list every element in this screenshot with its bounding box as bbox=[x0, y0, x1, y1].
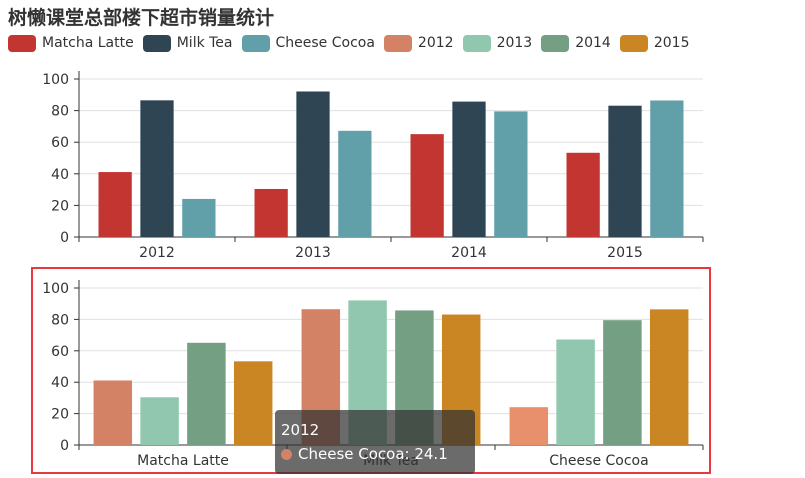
y-tick-label: 0 bbox=[60, 438, 69, 454]
bar-top-2013-milk-tea bbox=[296, 91, 330, 238]
bar-bottom-matcha-latte-2014 bbox=[187, 342, 226, 445]
legend-label: 2015 bbox=[653, 35, 690, 51]
legend-label: Matcha Latte bbox=[42, 35, 134, 51]
bar-top-2012-cheese-cocoa bbox=[182, 198, 216, 237]
y-tick-label: 100 bbox=[42, 281, 69, 297]
y-tick-label: 20 bbox=[51, 198, 69, 214]
legend-item-milk-tea[interactable]: Milk Tea bbox=[142, 32, 233, 54]
bar-bottom-cheese-cocoa-2012 bbox=[509, 407, 549, 445]
legend-label: Milk Tea bbox=[176, 35, 233, 51]
tooltip-dot bbox=[281, 449, 292, 460]
tooltip-series-label: Cheese Cocoa: 24.1 bbox=[298, 445, 448, 463]
legend-item-2012[interactable]: 2012 bbox=[383, 32, 454, 54]
legend-swatch bbox=[541, 34, 570, 52]
y-tick-label: 40 bbox=[51, 167, 69, 183]
bar-top-2014-cheese-cocoa bbox=[494, 111, 528, 237]
x-tick-label: Matcha Latte bbox=[137, 453, 229, 469]
legend-label: 2013 bbox=[496, 35, 533, 51]
legend-swatch bbox=[462, 34, 491, 52]
tooltip-row: Cheese Cocoa: 24.1 bbox=[281, 442, 469, 466]
bar-top-2015-milk-tea bbox=[608, 105, 642, 238]
legend-item-2015[interactable]: 2015 bbox=[619, 32, 690, 54]
y-tick-label: 0 bbox=[60, 230, 69, 246]
x-tick-label: 2015 bbox=[607, 245, 643, 261]
x-tick-label: 2012 bbox=[139, 245, 175, 261]
bar-top-2014-matcha-latte bbox=[410, 134, 444, 237]
legend-item-2014[interactable]: 2014 bbox=[541, 32, 611, 54]
bar-top-2013-cheese-cocoa bbox=[338, 130, 372, 237]
legend-label: 2012 bbox=[417, 35, 454, 51]
bar-bottom-matcha-latte-2012 bbox=[93, 380, 133, 445]
legend-item-cheese-cocoa[interactable]: Cheese Cocoa bbox=[241, 32, 375, 54]
y-tick-label: 80 bbox=[51, 312, 69, 328]
y-tick-label: 80 bbox=[51, 104, 69, 120]
legend-label: 2014 bbox=[575, 35, 611, 51]
bar-top-2013-matcha-latte bbox=[254, 188, 288, 237]
legend-item-2013[interactable]: 2013 bbox=[462, 32, 533, 54]
bar-top-2014-milk-tea bbox=[452, 101, 486, 238]
x-tick-label: 2014 bbox=[451, 245, 487, 261]
tooltip-title: 2012 bbox=[281, 421, 320, 439]
x-tick-label: 2013 bbox=[295, 245, 331, 261]
bar-top-2015-matcha-latte bbox=[566, 152, 600, 237]
bar-bottom-cheese-cocoa-2013 bbox=[556, 339, 595, 445]
legend: Matcha Latte Milk Tea Cheese Cocoa 2012 2013… bbox=[8, 32, 698, 54]
bar-top-2012-matcha-latte bbox=[98, 172, 132, 237]
legend-swatch bbox=[619, 34, 648, 52]
bar-top-2015-cheese-cocoa bbox=[650, 100, 684, 237]
chart-title: 树懒课堂总部楼下超市销量统计 bbox=[8, 7, 275, 29]
y-tick-label: 100 bbox=[42, 72, 69, 88]
legend-swatch bbox=[8, 34, 36, 52]
bar-bottom-matcha-latte-2015 bbox=[233, 361, 273, 445]
bar-bottom-cheese-cocoa-2015 bbox=[649, 309, 689, 445]
y-tick-label: 60 bbox=[51, 344, 69, 360]
legend-swatch bbox=[383, 34, 412, 52]
y-tick-label: 40 bbox=[51, 375, 69, 391]
tooltip: 2012 Cheese Cocoa: 24.1 bbox=[275, 410, 475, 474]
legend-label: Cheese Cocoa bbox=[275, 35, 375, 51]
legend-swatch bbox=[142, 34, 171, 52]
x-tick-label: Cheese Cocoa bbox=[549, 453, 648, 469]
y-tick-label: 20 bbox=[51, 407, 69, 423]
legend-item-matcha-latte[interactable]: Matcha Latte bbox=[8, 32, 134, 54]
bar-top-2012-milk-tea bbox=[140, 100, 174, 237]
legend-swatch bbox=[241, 34, 270, 52]
bar-bottom-matcha-latte-2013 bbox=[140, 397, 179, 445]
y-tick-label: 60 bbox=[51, 135, 69, 151]
bar-bottom-cheese-cocoa-2014 bbox=[603, 320, 642, 445]
